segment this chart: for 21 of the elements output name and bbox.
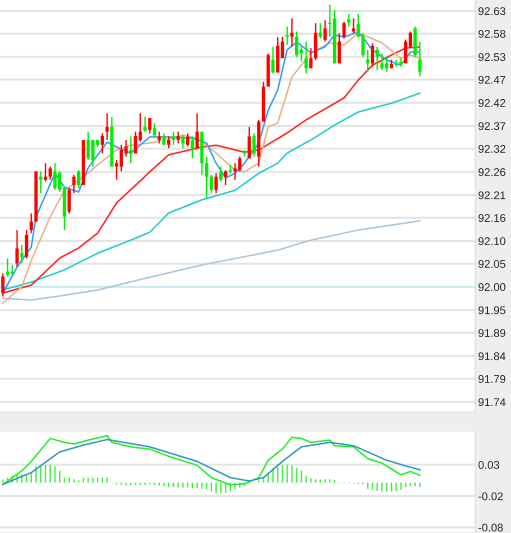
y-tick-label: 92.58 (478, 30, 506, 38)
y-tick-label: 92.05 (478, 260, 506, 268)
y-tick-label: 91.79 (478, 375, 506, 383)
y-tick-label: 92.53 (478, 53, 506, 61)
y-tick-label: 91.84 (478, 352, 506, 360)
y-tick-label: 0.03 (478, 461, 500, 469)
y-tick-label: 92.42 (478, 99, 506, 107)
y-tick-label: -0.02 (478, 492, 503, 500)
y-tick-label: 92.21 (478, 191, 506, 200)
y-tick-label: 91.74 (478, 398, 506, 406)
y-tick-label: 92.32 (478, 144, 506, 153)
y-tick-label: 92.00 (478, 283, 506, 292)
y-tick-label: 92.63 (478, 7, 506, 16)
y-tick-label: 92.26 (478, 168, 506, 176)
y-tick-label: 92.10 (478, 237, 506, 246)
y-tick-label: 92.47 (478, 76, 506, 84)
y-tick-label: -0.08 (478, 524, 503, 532)
y-tick-label: 91.89 (478, 329, 506, 337)
y-tick-label: 91.95 (478, 306, 506, 314)
y-tick-label: 92.37 (478, 122, 506, 130)
y-tick-label: 92.16 (478, 214, 506, 222)
